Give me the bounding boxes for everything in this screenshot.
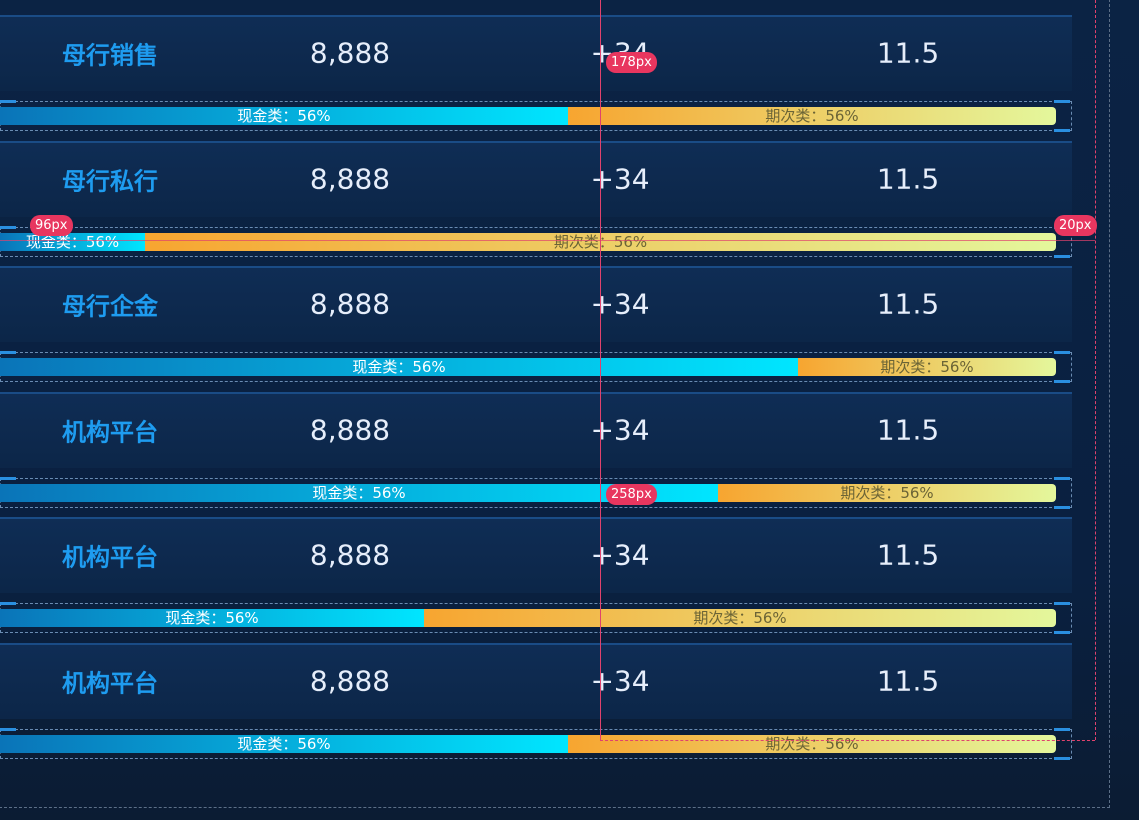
row-value: 8,888 — [309, 413, 391, 446]
frame-cap — [0, 351, 16, 354]
cash-segment: 现金类：56% — [0, 232, 145, 251]
outer-guide — [0, 0, 1110, 808]
cash-segment: 现金类：56% — [0, 107, 568, 125]
installment-segment: 期次类：56% — [568, 107, 1056, 125]
row-rate: 11.5 — [876, 664, 940, 697]
installment-segment: 期次类：56% — [568, 734, 1056, 753]
annotation-badge: 258px — [606, 484, 657, 505]
frame-cap — [0, 602, 16, 605]
cash-segment: 现金类：56% — [0, 483, 718, 502]
row-panel — [0, 517, 1072, 593]
row-value: 8,888 — [309, 287, 391, 321]
frame-cap — [1054, 100, 1070, 103]
guide-bottom — [600, 740, 1095, 741]
row-label: 机构平台 — [62, 669, 158, 697]
ratio-bar: 现金类：56%期次类：56% — [0, 483, 1056, 502]
annotation-badge: 20px — [1054, 215, 1097, 236]
ratio-bar: 现金类：56%期次类：56% — [0, 609, 1056, 627]
frame-cap — [1054, 756, 1070, 760]
frame-cap — [1054, 602, 1070, 605]
installment-segment: 期次类：56% — [718, 483, 1056, 502]
ratio-bar: 现金类：56%期次类：56% — [0, 232, 1056, 251]
row-rate: 11.5 — [876, 413, 940, 446]
row-value: 8,888 — [309, 538, 391, 572]
row-panel — [0, 15, 1072, 91]
frame-cap — [1054, 727, 1070, 731]
row-panel — [0, 140, 1072, 217]
frame-cap — [0, 100, 16, 103]
frame-cap — [0, 476, 16, 480]
frame-cap — [0, 225, 16, 229]
row-label: 母行销售 — [62, 41, 158, 70]
frame-cap — [0, 727, 16, 731]
guide-horizontal — [0, 240, 1095, 241]
cash-segment: 现金类：56% — [0, 734, 568, 753]
cash-segment: 现金类：56% — [0, 358, 798, 376]
installment-segment: 期次类：56% — [424, 609, 1056, 627]
row-rate: 11.5 — [876, 162, 940, 195]
row-panel — [0, 642, 1072, 719]
installment-segment: 期次类：56% — [798, 358, 1056, 376]
ratio-bar: 现金类：56%期次类：56% — [0, 107, 1056, 125]
frame-cap — [1054, 380, 1070, 383]
frame-cap — [1054, 254, 1070, 258]
row-panel — [0, 266, 1072, 342]
row-label: 机构平台 — [62, 418, 158, 446]
row-label: 母行企金 — [62, 292, 158, 321]
ratio-bar: 现金类：56%期次类：56% — [0, 734, 1056, 753]
row-rate: 11.5 — [876, 36, 940, 70]
frame-cap — [1054, 505, 1070, 509]
ratio-bar: 现金类：56%期次类：56% — [0, 358, 1056, 376]
row-value: 8,888 — [309, 162, 391, 195]
row-rate: 11.5 — [876, 538, 940, 572]
row-label: 机构平台 — [62, 543, 158, 572]
row-value: 8,888 — [309, 664, 391, 697]
row-value: 8,888 — [309, 36, 391, 70]
frame-cap — [1054, 129, 1070, 132]
frame-cap — [1054, 351, 1070, 354]
frame-cap — [1054, 631, 1070, 634]
annotation-badge: 178px — [606, 52, 657, 73]
guide-right — [1095, 0, 1096, 740]
row-panel — [0, 391, 1072, 468]
guide-vertical — [600, 0, 601, 740]
row-rate: 11.5 — [876, 287, 940, 321]
row-label: 母行私行 — [62, 167, 158, 195]
frame-cap — [1054, 476, 1070, 480]
cash-segment: 现金类：56% — [0, 609, 424, 627]
annotation-badge: 96px — [30, 215, 73, 236]
